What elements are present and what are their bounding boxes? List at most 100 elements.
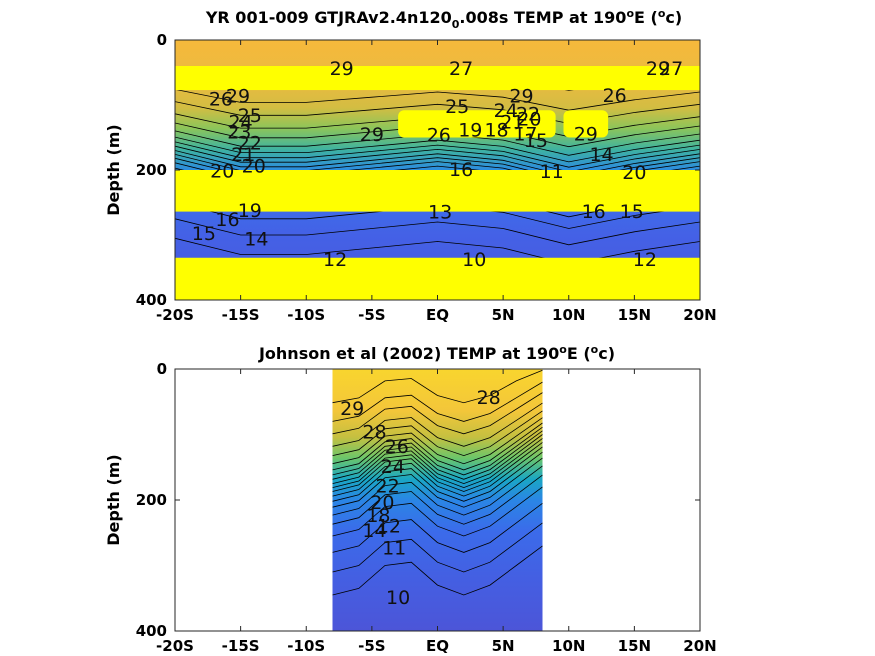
isotherm-line	[332, 381, 543, 422]
top-masked-regions	[175, 66, 700, 300]
top-panel-title: YR 001-009 GTJRAv2.4n1200.008s TEMP at 1…	[205, 7, 682, 31]
contour-label: 27	[449, 58, 473, 80]
masked-band	[175, 257, 700, 300]
contour-label: 18	[366, 505, 390, 527]
contour-label: 22	[238, 133, 262, 155]
contour-label: 27	[659, 58, 683, 80]
contour-label: 14	[362, 520, 386, 542]
x-tick-label: 20N	[683, 306, 716, 324]
x-tick-label: EQ	[426, 637, 449, 655]
x-tick-label: -10S	[287, 306, 325, 324]
contour-label: 24	[229, 112, 253, 134]
contour-label: 16	[215, 209, 239, 231]
x-tick-label: -20S	[156, 637, 194, 655]
x-tick-label: -5S	[358, 637, 385, 655]
bottom-panel: Johnson et al (2002) TEMP at 190oE (oc) …	[104, 343, 717, 655]
x-tick-label: 10N	[552, 637, 585, 655]
contour-label: 29	[574, 123, 598, 145]
contour-label: 26	[385, 436, 409, 458]
isotherm-line	[332, 434, 543, 485]
contour-label: 29	[509, 86, 533, 108]
isotherm-line	[332, 486, 543, 537]
contour-label: 29	[646, 58, 670, 80]
x-tick-label: 20N	[683, 637, 716, 655]
x-tick-label: 5N	[492, 637, 515, 655]
x-tick-label: 10N	[552, 306, 585, 324]
isotherm-line	[175, 150, 700, 177]
y-tick-label: 400	[136, 291, 167, 309]
bottom-contours	[332, 369, 543, 596]
x-tick-label: 5N	[492, 306, 515, 324]
contour-label: 20	[517, 108, 541, 130]
contour-label: 21	[231, 144, 255, 166]
contour-label: 29	[226, 86, 250, 108]
contour-label: 25	[445, 96, 469, 118]
isotherm-line	[332, 410, 543, 457]
isotherm-line	[175, 141, 700, 168]
contour-label: 11	[540, 161, 564, 183]
isotherm-line	[332, 502, 543, 553]
contour-label: 28	[477, 387, 501, 409]
contour-label: 17	[513, 123, 537, 145]
contour-label: 24	[381, 456, 405, 478]
isotherm-line	[332, 392, 543, 435]
x-tick-label: EQ	[426, 306, 449, 324]
contour-label: 19	[458, 120, 482, 142]
isotherm-line	[175, 89, 700, 111]
isotherm-line	[332, 451, 543, 502]
contour-label: 24	[494, 100, 518, 122]
contour-label: 11	[382, 538, 406, 560]
isotherm-line	[332, 417, 543, 465]
y-tick-label: 400	[136, 622, 167, 640]
contour-label: 14	[244, 229, 268, 251]
top-panel-ylabel: Depth (m)	[104, 124, 123, 216]
contour-label: 26	[427, 125, 451, 147]
contour-label: 23	[227, 121, 251, 143]
isotherm-line	[332, 465, 543, 516]
contour-label: 28	[362, 422, 386, 444]
contour-label: 13	[428, 201, 452, 223]
contour-label: 15	[192, 223, 216, 245]
x-tick-label: 15N	[618, 306, 651, 324]
contour-label: 29	[360, 124, 384, 146]
isotherm-line	[332, 422, 543, 471]
x-tick-label: -20S	[156, 306, 194, 324]
masked-patch	[398, 110, 556, 138]
masked-patch	[563, 110, 609, 138]
contour-label: 10	[462, 249, 486, 271]
contour-label: 15	[620, 201, 644, 223]
contour-label: 26	[209, 88, 233, 110]
contour-label: 22	[516, 103, 540, 125]
x-tick-label: -5S	[358, 306, 385, 324]
isotherm-line	[332, 430, 543, 480]
contour-label: 26	[603, 85, 627, 107]
isotherm-line	[175, 136, 700, 163]
masked-band	[175, 66, 700, 91]
masked-band	[175, 170, 700, 212]
isotherm-line	[332, 442, 543, 492]
isotherm-line	[332, 457, 543, 508]
x-tick-label: -15S	[222, 637, 260, 655]
contour-label: 12	[377, 515, 401, 537]
x-tick-label: -15S	[222, 306, 260, 324]
bottom-axes-ticks: -20S -15S -10S -5S EQ 5N 10N 15N 20N 0 200 400	[136, 360, 717, 655]
contour-label: 10	[386, 587, 410, 609]
contour-label: 22	[376, 475, 400, 497]
isotherm-line	[332, 474, 543, 525]
y-tick-label: 200	[136, 161, 167, 179]
contour-label: 12	[323, 249, 347, 271]
contour-label: 16	[449, 159, 473, 181]
y-tick-label: 200	[136, 491, 167, 509]
isotherm-line	[332, 545, 543, 596]
contour-label: 20	[370, 492, 394, 514]
bottom-panel-ylabel: Depth (m)	[104, 454, 123, 546]
isotherm-line	[175, 237, 700, 265]
top-panel: YR 001-009 GTJRAv2.4n1200.008s TEMP at 1…	[104, 7, 717, 324]
isotherm-line	[175, 145, 700, 173]
contour-label: 16	[582, 201, 606, 223]
contour-label: 19	[238, 200, 262, 222]
